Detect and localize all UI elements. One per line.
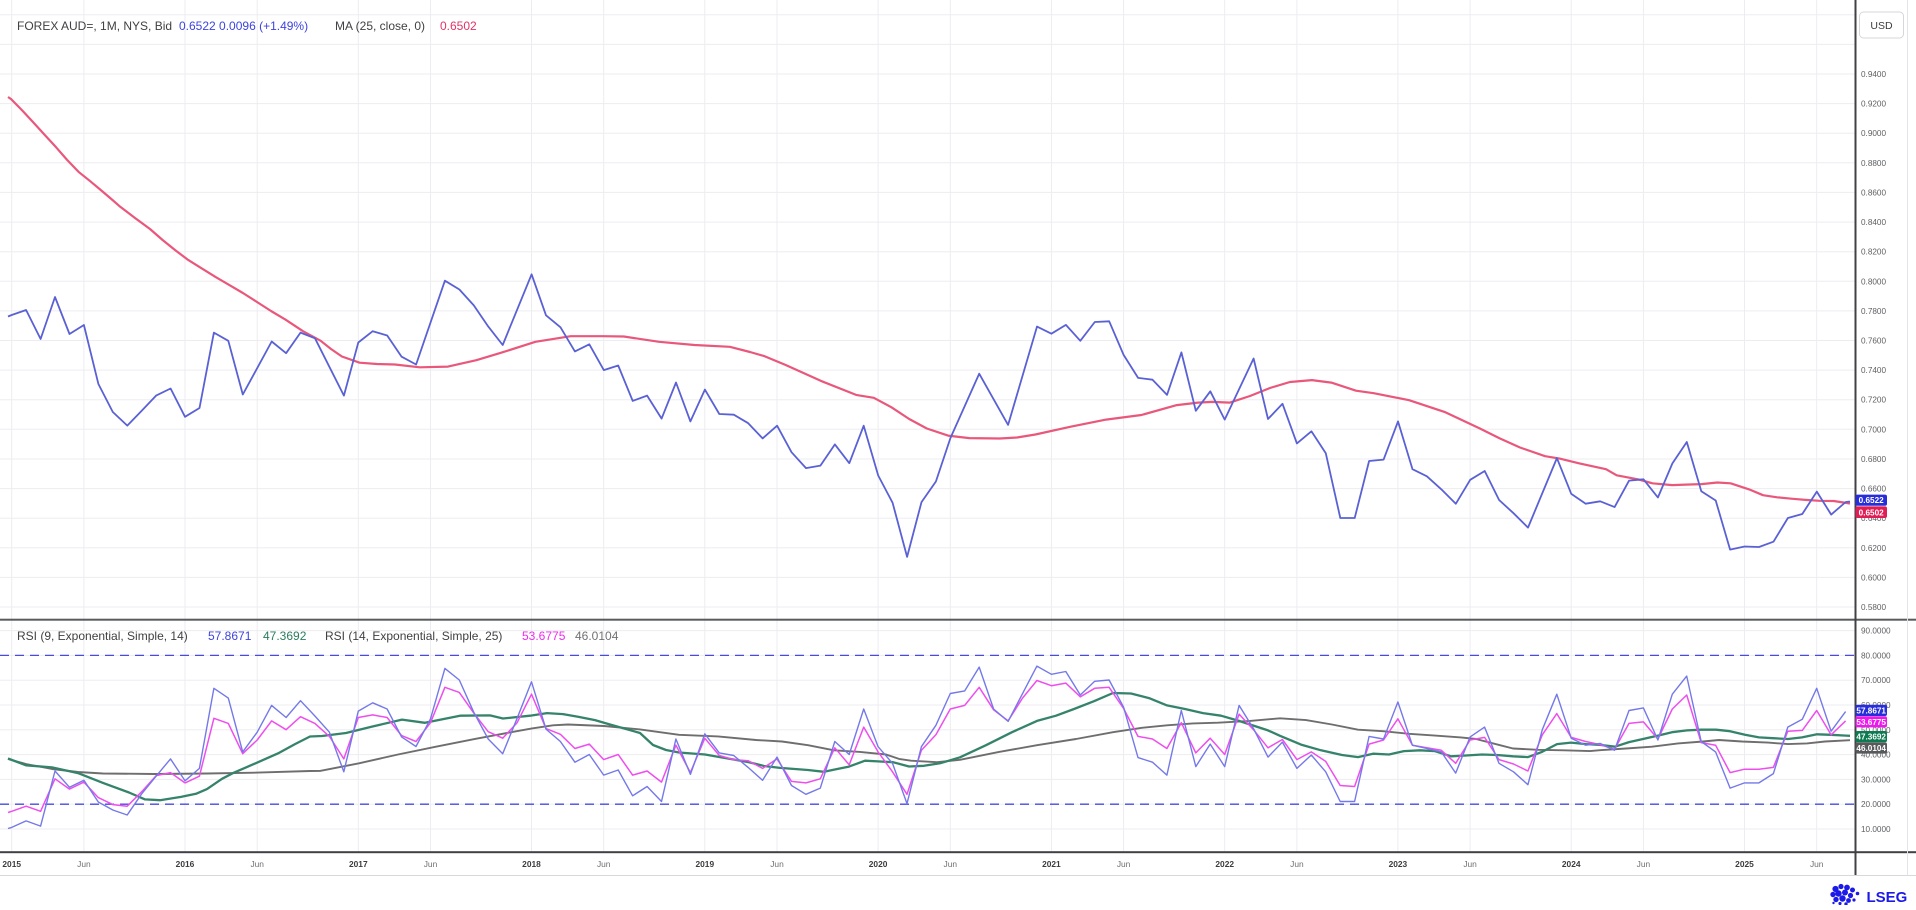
svg-text:46.0104: 46.0104: [1856, 744, 1886, 753]
svg-text:0.7000: 0.7000: [1861, 425, 1886, 434]
svg-text:2020: 2020: [869, 859, 888, 869]
svg-text:0.5800: 0.5800: [1861, 603, 1886, 612]
svg-text:Jun: Jun: [1637, 859, 1651, 869]
svg-text:53.6775: 53.6775: [522, 629, 566, 643]
svg-text:2019: 2019: [695, 859, 714, 869]
svg-text:FOREX AUD=, 1M, NYS, Bid: FOREX AUD=, 1M, NYS, Bid: [17, 19, 172, 33]
svg-text:RSI (14, Exponential, Simple,: RSI (14, Exponential, Simple, 25): [325, 629, 502, 643]
svg-text:MA (25, close, 0): MA (25, close, 0): [335, 19, 425, 33]
svg-text:0.6522: 0.6522: [1859, 496, 1884, 505]
svg-text:0.9000: 0.9000: [1861, 129, 1886, 138]
svg-text:47.3692: 47.3692: [1856, 733, 1886, 742]
svg-text:40.0000: 40.0000: [1861, 751, 1891, 760]
svg-text:Jun: Jun: [597, 859, 611, 869]
svg-text:Jun: Jun: [250, 859, 264, 869]
svg-text:USD: USD: [1870, 20, 1893, 32]
svg-text:90.0000: 90.0000: [1861, 627, 1891, 636]
svg-text:0.7200: 0.7200: [1861, 396, 1886, 405]
svg-text:Jun: Jun: [770, 859, 784, 869]
svg-text:2018: 2018: [522, 859, 541, 869]
svg-text:0.8000: 0.8000: [1861, 277, 1886, 286]
svg-text:2021: 2021: [1042, 859, 1061, 869]
svg-text:0.6502: 0.6502: [440, 19, 477, 33]
svg-text:47.3692: 47.3692: [263, 629, 307, 643]
svg-text:2015: 2015: [2, 859, 21, 869]
svg-text:RSI (9, Exponential, Simple, 1: RSI (9, Exponential, Simple, 14): [17, 629, 188, 643]
svg-text:53.6775: 53.6775: [1856, 718, 1886, 727]
svg-text:0.6522 0.0096 (+1.49%): 0.6522 0.0096 (+1.49%): [179, 19, 308, 33]
svg-text:Jun: Jun: [944, 859, 958, 869]
svg-text:2016: 2016: [176, 859, 195, 869]
svg-text:Jun: Jun: [77, 859, 91, 869]
svg-text:46.0104: 46.0104: [575, 629, 619, 643]
svg-text:10.0000: 10.0000: [1861, 825, 1891, 834]
svg-text:0.6600: 0.6600: [1861, 485, 1886, 494]
svg-text:2022: 2022: [1215, 859, 1234, 869]
svg-text:0.9200: 0.9200: [1861, 100, 1886, 109]
svg-text:0.6800: 0.6800: [1861, 455, 1886, 464]
svg-text:Jun: Jun: [1463, 859, 1477, 869]
svg-text:0.8200: 0.8200: [1861, 248, 1886, 257]
svg-text:57.8671: 57.8671: [1856, 706, 1886, 715]
svg-text:Jun: Jun: [1810, 859, 1824, 869]
svg-text:0.6400: 0.6400: [1861, 514, 1886, 523]
svg-text:0.7400: 0.7400: [1861, 366, 1886, 375]
svg-text:0.8800: 0.8800: [1861, 159, 1886, 168]
svg-text:50.0000: 50.0000: [1861, 726, 1891, 735]
svg-text:57.8671: 57.8671: [208, 629, 252, 643]
svg-text:2024: 2024: [1562, 859, 1581, 869]
svg-text:70.0000: 70.0000: [1861, 676, 1891, 685]
svg-text:0.8400: 0.8400: [1861, 218, 1886, 227]
svg-text:0.6200: 0.6200: [1861, 544, 1886, 553]
svg-text:Jun: Jun: [1117, 859, 1131, 869]
svg-text:0.7800: 0.7800: [1861, 307, 1886, 316]
svg-text:LSEG: LSEG: [1867, 889, 1908, 905]
svg-text:0.9400: 0.9400: [1861, 70, 1886, 79]
svg-text:80.0000: 80.0000: [1861, 651, 1891, 660]
svg-text:Jun: Jun: [424, 859, 438, 869]
svg-text:0.7600: 0.7600: [1861, 337, 1886, 346]
svg-text:2017: 2017: [349, 859, 368, 869]
svg-text:0.8600: 0.8600: [1861, 188, 1886, 197]
svg-text:0.6502: 0.6502: [1859, 508, 1884, 517]
svg-text:0.6000: 0.6000: [1861, 573, 1886, 582]
svg-text:Jun: Jun: [1290, 859, 1304, 869]
svg-text:30.0000: 30.0000: [1861, 775, 1891, 784]
svg-text:20.0000: 20.0000: [1861, 800, 1891, 809]
svg-text:2025: 2025: [1735, 859, 1754, 869]
svg-text:2023: 2023: [1389, 859, 1408, 869]
